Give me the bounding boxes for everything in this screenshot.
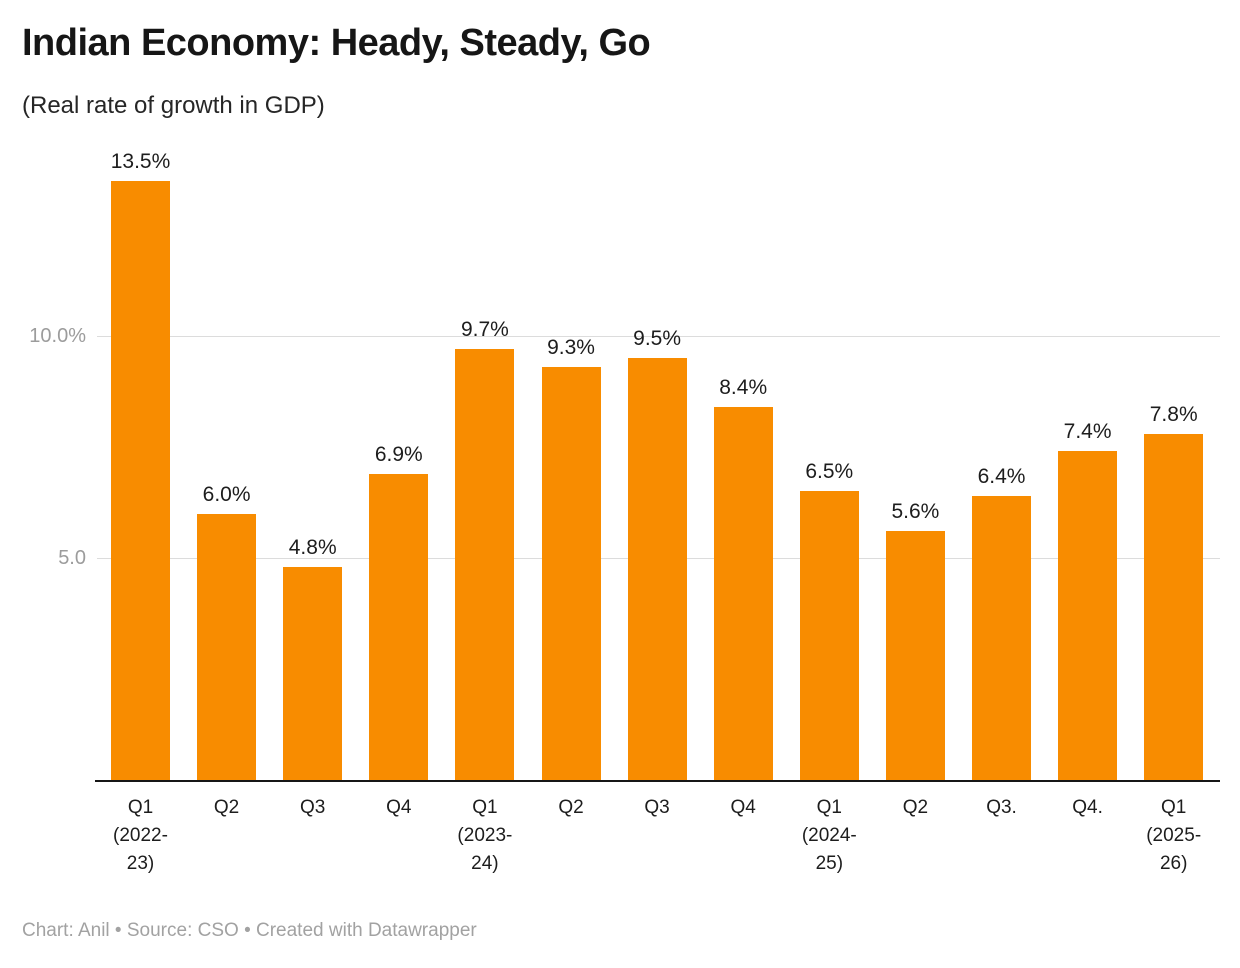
bar-value-label: 7.8%: [1149, 402, 1198, 426]
bar-value-label: 8.4%: [719, 376, 768, 400]
x-axis-line: [95, 780, 1220, 782]
bar: [111, 180, 170, 780]
y-tick-label: 10.0%: [29, 325, 86, 347]
bar-value-label: 9.7%: [460, 318, 509, 342]
bar: [197, 513, 257, 780]
grid-line: [97, 336, 1220, 337]
bar-value-label: 6.4%: [977, 464, 1026, 488]
bar-value-label: 6.5%: [805, 460, 854, 484]
x-axis-label: Q2: [902, 797, 929, 818]
bar: [1058, 451, 1118, 780]
bar: [541, 367, 601, 780]
bar-value-label: 7.4%: [1063, 420, 1112, 444]
bar: [972, 495, 1031, 780]
bar-value-label: 9.3%: [547, 336, 595, 360]
x-axis-label: Q4.: [1072, 797, 1103, 818]
x-axis-label: Q1 (2023- 24): [457, 797, 513, 874]
bar: [885, 531, 945, 780]
chart-footer: Chart: Anil • Source: CSO • Created with…: [22, 920, 477, 941]
x-axis-label: Q2: [213, 797, 240, 818]
plot-area: 5.0 10.0% 13.5% Q1 (2022- 23) 6.0% Q2 4.8% Q3 6.9%…: [29, 140, 1220, 874]
x-axis-label: Q3: [300, 797, 326, 818]
bar: [713, 407, 773, 780]
bar-value-label: 9.5%: [633, 327, 682, 351]
bar: [455, 349, 515, 780]
x-axis-label: Q4: [386, 797, 412, 818]
chart-subtitle: (Real rate of growth in GDP): [22, 92, 325, 119]
x-axis-label: Q2: [558, 797, 584, 818]
bar: [369, 473, 429, 780]
bar: [799, 491, 859, 780]
x-axis-label: Q3.: [986, 797, 1017, 818]
x-axis-label: Q3: [644, 797, 670, 818]
x-axis-label: Q1 (2025- 26): [1146, 797, 1202, 874]
bar-value-label: 4.8%: [288, 535, 337, 559]
bar: [1144, 433, 1204, 780]
bar: [283, 566, 343, 780]
y-tick-label: 5.0: [58, 547, 86, 569]
chart-title: Indian Economy: Heady, Steady, Go: [22, 22, 651, 64]
bar-value-label: 5.6%: [891, 500, 940, 524]
bar-value-label: 6.0%: [202, 482, 251, 506]
x-axis-label: Q4: [730, 797, 756, 818]
bar-value-label: 13.5%: [110, 149, 171, 173]
x-axis-label: Q1 (2024- 25): [801, 797, 857, 874]
bar-value-label: 6.9%: [374, 442, 423, 466]
x-axis-label: Q1 (2022- 23): [113, 797, 168, 874]
bar: [627, 358, 687, 780]
